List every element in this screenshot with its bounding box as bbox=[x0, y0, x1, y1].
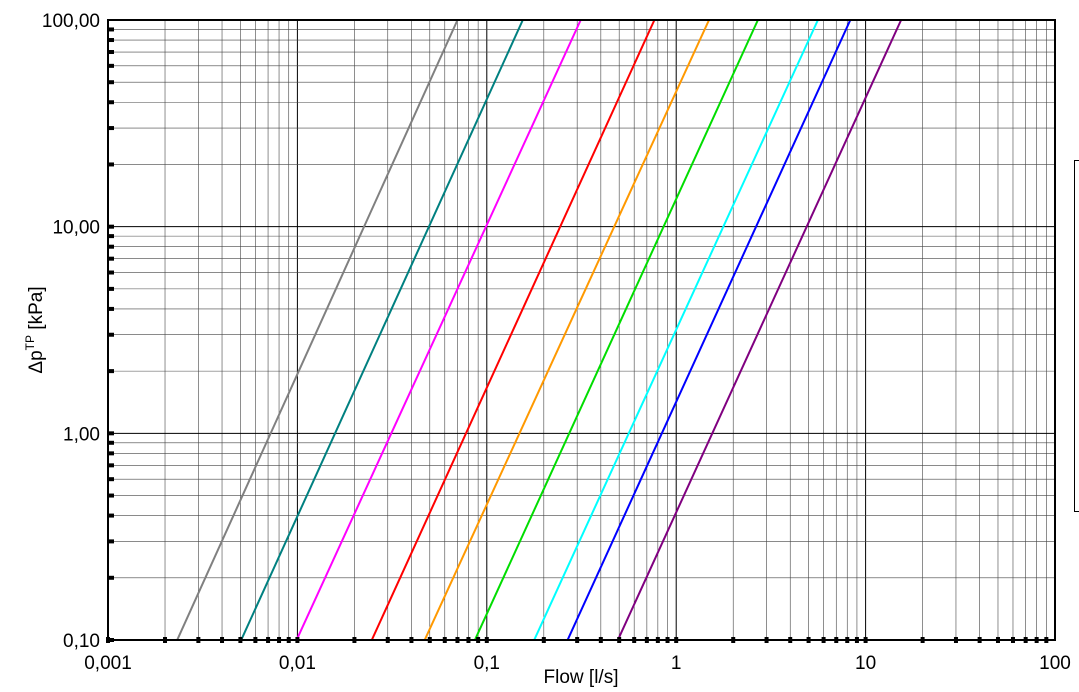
y-tick-mark bbox=[108, 286, 114, 291]
plot-area bbox=[107, 19, 1056, 641]
y-tick-mark bbox=[108, 451, 114, 456]
y-tick-mark bbox=[108, 162, 114, 167]
y-tick-mark bbox=[108, 463, 114, 468]
y-tick-mark bbox=[108, 431, 114, 436]
y-tick-mark bbox=[108, 477, 114, 482]
series-line-8 bbox=[566, 19, 852, 641]
x-tick-label: 0,01 bbox=[279, 653, 316, 674]
y-tick-labels: 0,10 1,00 10,00 100,00 bbox=[42, 11, 100, 652]
y-tick-mark bbox=[108, 575, 114, 580]
series-line-6 bbox=[473, 19, 759, 641]
y-tick-mark bbox=[108, 224, 114, 229]
y-tick-label: 100,00 bbox=[42, 11, 100, 32]
y-tick-mark bbox=[108, 539, 114, 544]
y-tick-mark bbox=[108, 369, 114, 374]
y-tick-mark bbox=[108, 270, 114, 275]
x-tick-label: 0,1 bbox=[474, 653, 500, 674]
y-tick-mark bbox=[108, 306, 114, 311]
y-tick-mark bbox=[108, 100, 114, 105]
series-line-2 bbox=[240, 19, 524, 641]
y-tick-mark bbox=[108, 493, 114, 498]
y-tick-mark bbox=[108, 256, 114, 261]
y-tick-label: 0,10 bbox=[63, 631, 100, 652]
y-tick-mark bbox=[108, 126, 114, 131]
series-line-1 bbox=[176, 19, 459, 641]
grid bbox=[107, 20, 1055, 641]
y-tick-mark bbox=[108, 513, 114, 518]
y-tick-mark bbox=[108, 80, 114, 85]
y-axis-title: ΔpTP [kPa] bbox=[23, 286, 47, 373]
y-tick-label: 1,00 bbox=[63, 424, 100, 445]
x-axis-title: Flow [l/s] bbox=[544, 667, 619, 688]
x-tick-label: 1 bbox=[671, 653, 682, 674]
y-tick-mark bbox=[108, 332, 114, 337]
y-tick-mark bbox=[108, 234, 114, 239]
x-tick-label: 0,001 bbox=[84, 653, 132, 674]
series-line-9 bbox=[616, 19, 903, 641]
series-line-3 bbox=[295, 19, 582, 641]
x-tick-label: 10 bbox=[855, 653, 876, 674]
series-line-7 bbox=[533, 19, 819, 641]
x-tick-labels: 0,001 0,01 0,1 1 10 100 bbox=[84, 653, 1071, 674]
series-line-4 bbox=[370, 19, 656, 641]
y-tick-mark bbox=[108, 244, 114, 249]
y-tick-mark bbox=[108, 38, 114, 43]
y-tick-mark bbox=[108, 50, 114, 55]
series-line-5 bbox=[423, 19, 710, 641]
legend bbox=[1074, 160, 1079, 512]
y-tick-mark bbox=[108, 440, 114, 445]
y-tick-label: 10,00 bbox=[52, 218, 100, 239]
x-tick-label: 100 bbox=[1039, 653, 1071, 674]
y-tick-mark bbox=[108, 63, 114, 68]
series-lines bbox=[176, 19, 903, 641]
y-tick-mark bbox=[108, 27, 114, 32]
